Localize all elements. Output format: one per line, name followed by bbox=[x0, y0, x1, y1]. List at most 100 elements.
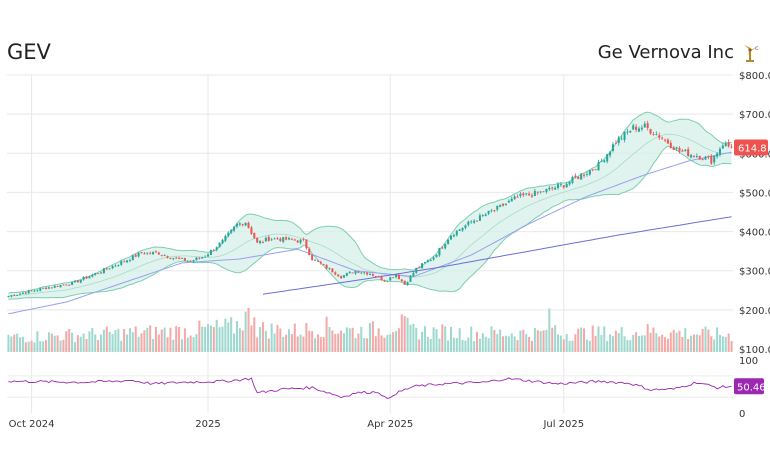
candle bbox=[603, 159, 606, 163]
candle-body bbox=[134, 254, 137, 257]
candle bbox=[499, 204, 502, 208]
volume-bar bbox=[658, 336, 661, 352]
volume-bar bbox=[47, 332, 50, 352]
volume-bar bbox=[137, 336, 140, 352]
candle bbox=[675, 146, 678, 152]
candle-body bbox=[392, 277, 395, 279]
candle bbox=[19, 292, 22, 296]
volume-bar bbox=[207, 324, 210, 352]
candle bbox=[716, 151, 719, 159]
volume-bar bbox=[256, 337, 259, 352]
candle bbox=[435, 254, 438, 258]
bollinger-bands bbox=[8, 111, 732, 300]
volume-bar bbox=[13, 334, 16, 352]
company-name: Ge Vernova Inc bbox=[597, 42, 734, 63]
candle-body bbox=[180, 258, 184, 259]
candle-body bbox=[221, 239, 224, 244]
candle-body bbox=[143, 253, 146, 255]
candle bbox=[441, 246, 444, 250]
candle-body bbox=[545, 188, 548, 192]
candle bbox=[559, 181, 562, 187]
candle-body bbox=[137, 252, 140, 257]
rsi-value-label: 50.46 bbox=[737, 382, 766, 393]
volume-bar bbox=[282, 337, 285, 352]
candle bbox=[510, 196, 513, 202]
volume-bar bbox=[331, 330, 334, 352]
volume-bar bbox=[461, 339, 464, 352]
candle-body bbox=[128, 260, 131, 261]
candle-body bbox=[698, 155, 701, 160]
svg-text:c: c bbox=[755, 45, 758, 52]
candle bbox=[50, 287, 53, 289]
volume-bar bbox=[429, 338, 432, 352]
candle-body bbox=[672, 147, 675, 150]
volume-bar bbox=[548, 308, 551, 352]
candle bbox=[99, 271, 103, 275]
candle-body bbox=[279, 238, 282, 241]
candle bbox=[609, 150, 612, 158]
volume-bar bbox=[212, 327, 215, 352]
candle bbox=[131, 254, 134, 261]
volume-bar bbox=[704, 326, 707, 352]
volume-bar bbox=[316, 334, 319, 352]
candle bbox=[299, 238, 302, 245]
candle bbox=[412, 271, 415, 278]
volume-bar bbox=[374, 336, 377, 352]
volume-bar bbox=[418, 339, 421, 352]
candle bbox=[7, 295, 10, 298]
volume-bar bbox=[646, 324, 649, 352]
candle bbox=[432, 256, 435, 261]
last-price-badge-bg bbox=[734, 139, 768, 156]
volume-bar bbox=[574, 334, 577, 352]
volume-bar bbox=[253, 317, 256, 352]
candle-body bbox=[16, 294, 19, 296]
candle bbox=[580, 173, 583, 180]
candle bbox=[577, 176, 580, 180]
candle-body bbox=[215, 247, 218, 250]
bollinger-lower bbox=[8, 145, 732, 300]
candle bbox=[606, 154, 609, 164]
candle-body bbox=[209, 250, 212, 255]
volume-bar bbox=[62, 339, 65, 352]
volume-bar bbox=[102, 329, 105, 352]
candle bbox=[296, 239, 299, 244]
candle-body bbox=[285, 237, 288, 240]
candle bbox=[30, 289, 33, 292]
volume-bar bbox=[24, 342, 27, 352]
volume-bar bbox=[487, 338, 490, 352]
candle-body bbox=[692, 155, 695, 157]
volume-bar bbox=[88, 331, 91, 352]
candle-body bbox=[452, 235, 455, 237]
volume-bar bbox=[314, 338, 317, 352]
volume-bar bbox=[285, 334, 288, 352]
volume-bar bbox=[169, 327, 172, 352]
volume-bar bbox=[519, 330, 522, 352]
candle bbox=[256, 237, 259, 244]
candle bbox=[568, 181, 571, 186]
candle-body bbox=[123, 261, 126, 263]
candle bbox=[620, 135, 623, 141]
candle bbox=[403, 280, 406, 285]
volume-bar bbox=[186, 337, 189, 352]
volume-bar bbox=[614, 330, 617, 352]
candle-body bbox=[82, 277, 85, 280]
candle bbox=[337, 274, 340, 277]
volume-bar bbox=[261, 322, 264, 352]
candle-body bbox=[111, 266, 114, 269]
candle-body bbox=[664, 139, 667, 141]
moving-averages bbox=[8, 151, 732, 315]
candle-body bbox=[62, 284, 65, 286]
bollinger-band-area bbox=[8, 112, 732, 300]
candle-body bbox=[334, 272, 337, 275]
candle-body bbox=[718, 148, 721, 155]
candle-body bbox=[513, 196, 516, 200]
candle-body bbox=[117, 264, 120, 266]
candle-body bbox=[643, 123, 646, 128]
candle bbox=[371, 273, 374, 277]
candle bbox=[342, 274, 345, 278]
volume-bar bbox=[395, 331, 398, 352]
date-tick-label: Apr 2025 bbox=[367, 419, 413, 430]
volume-bar bbox=[389, 334, 392, 352]
candle-body bbox=[476, 220, 479, 222]
candle bbox=[224, 234, 227, 243]
